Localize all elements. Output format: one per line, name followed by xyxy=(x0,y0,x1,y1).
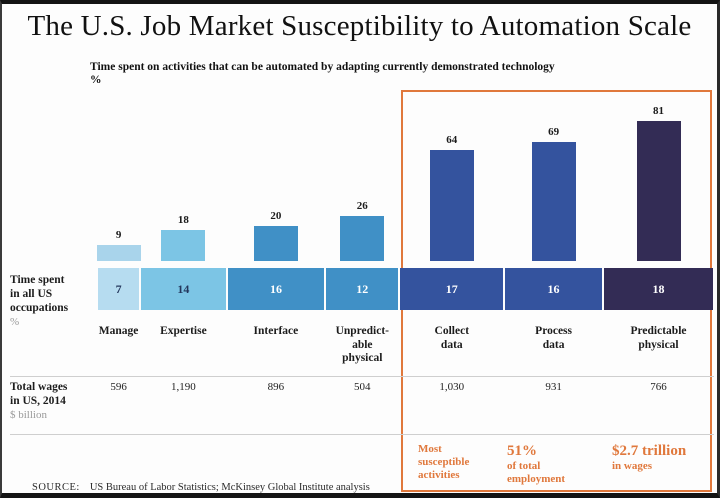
bar-1 xyxy=(96,245,141,261)
bar-6 xyxy=(531,141,576,261)
bar-value-label: 9 xyxy=(115,229,122,242)
wage-value: 504 xyxy=(354,381,371,393)
band-segment-1: 7 xyxy=(98,268,140,310)
band-segment-4: 12 xyxy=(326,268,399,310)
category-label: Interface xyxy=(253,325,299,337)
category-label: Unpredict-able physical xyxy=(335,325,390,364)
bar-4 xyxy=(340,216,385,261)
band-segment-3: 16 xyxy=(227,268,325,310)
row-unit-percent: % xyxy=(10,316,20,328)
bar-2 xyxy=(161,229,206,261)
divider-top xyxy=(10,376,714,377)
band-segment-5: 17 xyxy=(400,268,504,310)
callout-wages-total: $2.7 trillion in wages xyxy=(612,443,687,472)
chart-unit-label: % xyxy=(90,74,102,86)
divider-bottom xyxy=(10,434,714,435)
page-title: The U.S. Job Market Susceptibility to Au… xyxy=(27,10,692,42)
source-label: SOURCE: xyxy=(32,482,80,493)
source-text: US Bureau of Labor Statistics; McKinsey … xyxy=(89,482,370,493)
band-segment-6: 16 xyxy=(505,268,602,310)
callout-employment-share: 51% of total employment xyxy=(507,443,566,485)
bar-value-label: 81 xyxy=(653,104,664,117)
row-label-wages: Total wages in US, 2014 $ billion xyxy=(10,381,68,421)
bar-value-label: 69 xyxy=(548,125,560,138)
row-label-time-spent: Time spent in all US occupations% xyxy=(10,274,69,328)
row-unit-billion: $ billion xyxy=(10,409,47,421)
source-note: SOURCE: US Bureau of Labor Statistics; Mc… xyxy=(32,482,370,493)
wage-value: 766 xyxy=(650,381,667,393)
bar-5 xyxy=(429,150,474,261)
band-segment-7: 18 xyxy=(603,268,713,310)
bar-value-label: 18 xyxy=(177,213,189,226)
chart-area: Time spent in all US occupations% Total wa… xyxy=(2,4,717,493)
category-label: Predictable physical xyxy=(630,325,687,351)
bar-value-label: 20 xyxy=(270,210,282,223)
bar-3 xyxy=(253,226,298,261)
chart-subtitle: Time spent on activities that can be aut… xyxy=(90,61,555,87)
category-label: Process data xyxy=(535,325,573,351)
wage-value: 896 xyxy=(267,381,285,393)
category-label: Manage xyxy=(98,325,139,337)
wage-value: 1,190 xyxy=(171,381,196,393)
band-segment-2: 14 xyxy=(141,268,226,310)
category-label: Collect data xyxy=(434,325,470,351)
callout-most-susceptible: Most susceptible activities xyxy=(418,443,470,481)
wage-value: 596 xyxy=(110,381,127,393)
bar-value-label: 26 xyxy=(356,200,368,212)
wage-value: 1,030 xyxy=(439,381,465,393)
chart-subtitle-text: Time spent on activities that can be aut… xyxy=(90,61,555,73)
wage-value: 931 xyxy=(545,381,562,393)
bar-7 xyxy=(636,120,681,261)
bar-value-label: 64 xyxy=(446,134,458,147)
category-label: Expertise xyxy=(160,325,207,337)
